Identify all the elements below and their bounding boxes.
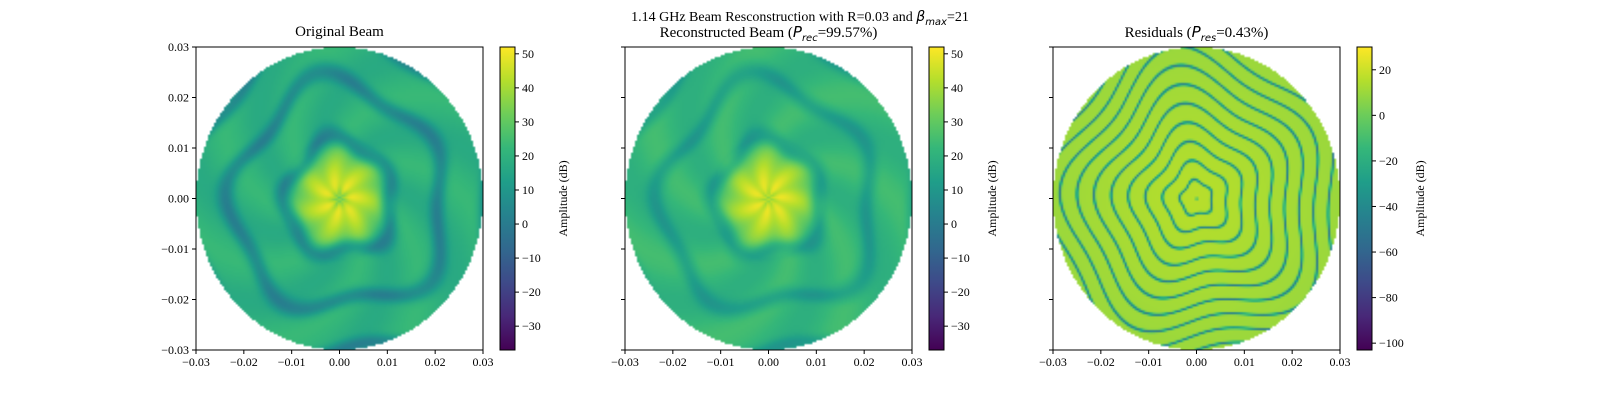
panel-title-residuals: Residuals (Pres=0.43%): [1053, 25, 1340, 46]
reconstructed-title-sub: rec: [801, 33, 818, 44]
panel-title-reconstructed: Reconstructed Beam (Prec=99.57%): [625, 25, 912, 46]
x-tick-label: 0.00: [1186, 355, 1207, 369]
residuals-title-prefix: Residuals (: [1124, 25, 1192, 41]
colorbar-tick-label: −20: [522, 285, 541, 299]
panel-1: −0.03 −0.02 −0.01 0.00 0.01 0.02 0.03 −30 −20 −10…: [611, 46, 999, 369]
y-tick-label: −0.03: [161, 343, 189, 357]
colorbar-tick-label: 20: [522, 149, 534, 163]
colorbar-tick-label: 10: [951, 183, 963, 197]
colorbar-tick-label: 0: [951, 217, 957, 231]
heatmap-image: [625, 47, 912, 350]
colorbar-tick-label: 0: [1379, 108, 1385, 122]
x-tick-label: −0.02: [659, 355, 687, 369]
residuals-title-symbol: P: [1191, 23, 1201, 41]
residuals-title-suffix: =0.43%): [1216, 25, 1269, 41]
heatmap-image: [196, 47, 483, 350]
y-tick-label: 0.02: [168, 91, 189, 105]
x-tick-label: −0.02: [1087, 355, 1115, 369]
colorbar-tick-label: −30: [951, 319, 970, 333]
colorbar-tick-label: 20: [951, 149, 963, 163]
x-tick-label: 0.02: [854, 355, 875, 369]
x-tick-label: 0.03: [902, 355, 923, 369]
suptitle-tail: =21: [946, 10, 969, 25]
x-tick-label: 0.00: [329, 355, 350, 369]
colorbar-label: Amplitude (dB): [556, 160, 570, 236]
colorbar-label: Amplitude (dB): [985, 160, 999, 236]
x-tick-label: 0.01: [377, 355, 398, 369]
colorbar: [499, 46, 516, 351]
colorbar-tick-label: 30: [522, 115, 534, 129]
colorbar-tick-label: −20: [1379, 154, 1398, 168]
colorbar-tick-label: 50: [951, 47, 963, 61]
colorbar-tick-label: −30: [522, 319, 541, 333]
suptitle-text: 1.14 GHz Beam Resconstruction with R=0.0…: [631, 10, 917, 25]
panel-2: −0.03 −0.02 −0.01 0.00 0.01 0.02 0.03 −100 −80 −6…: [1039, 46, 1427, 369]
heatmap-image: [1053, 47, 1340, 350]
colorbar-tick-label: −60: [1379, 245, 1398, 259]
x-tick-label: −0.01: [1135, 355, 1163, 369]
x-tick-label: −0.02: [230, 355, 258, 369]
colorbar-tick-label: 0: [522, 217, 528, 231]
colorbar: [1356, 46, 1373, 351]
x-tick-label: −0.01: [278, 355, 306, 369]
colorbar-tick-label: 40: [951, 81, 963, 95]
x-tick-label: 0.00: [758, 355, 779, 369]
colorbar-tick-label: −100: [1379, 336, 1404, 350]
x-tick-label: 0.03: [473, 355, 494, 369]
original-title-text: Original Beam: [295, 24, 384, 40]
residuals-title-sub: res: [1200, 33, 1217, 44]
suptitle-symbol: β: [916, 9, 926, 25]
colorbar-tick-label: −10: [522, 251, 541, 265]
reconstructed-title-prefix: Reconstructed Beam (: [659, 25, 793, 41]
x-tick-label: 0.01: [1234, 355, 1255, 369]
colorbar-tick-label: 20: [1379, 63, 1391, 77]
colorbar-tick-label: −40: [1379, 199, 1398, 213]
x-tick-label: 0.02: [1282, 355, 1303, 369]
reconstructed-title-suffix: =99.57%): [817, 25, 878, 41]
x-tick-label: −0.03: [182, 355, 210, 369]
colorbar-tick-label: 50: [522, 47, 534, 61]
colorbar-tick-label: 40: [522, 81, 534, 95]
colorbar-tick-label: −80: [1379, 291, 1398, 305]
x-tick-label: 0.03: [1330, 355, 1351, 369]
figure-suptitle: 1.14 GHz Beam Resconstruction with R=0.0…: [0, 10, 1600, 30]
colorbar-label: Amplitude (dB): [1413, 160, 1427, 236]
y-tick-label: 0.03: [168, 40, 189, 54]
x-tick-label: −0.03: [1039, 355, 1067, 369]
reconstructed-title-symbol: P: [792, 23, 802, 41]
colorbar-tick-label: −20: [951, 285, 970, 299]
y-tick-label: 0.00: [168, 192, 189, 206]
panel-title-original: Original Beam: [196, 25, 483, 40]
suptitle-subscript: max: [925, 16, 947, 28]
x-tick-label: 0.01: [806, 355, 827, 369]
colorbar: [928, 46, 945, 351]
y-tick-label: 0.01: [168, 141, 189, 155]
x-tick-label: −0.01: [707, 355, 735, 369]
x-tick-label: 0.02: [425, 355, 446, 369]
panel-0: −0.03 −0.02 −0.01 0.00 0.01 0.02 0.03 −0.03 −0.0…: [161, 40, 570, 369]
y-tick-label: −0.02: [161, 293, 189, 307]
colorbar-tick-label: 10: [522, 183, 534, 197]
colorbar-tick-label: 30: [951, 115, 963, 129]
colorbar-tick-label: −10: [951, 251, 970, 265]
x-tick-label: −0.03: [611, 355, 639, 369]
y-tick-label: −0.01: [161, 242, 189, 256]
